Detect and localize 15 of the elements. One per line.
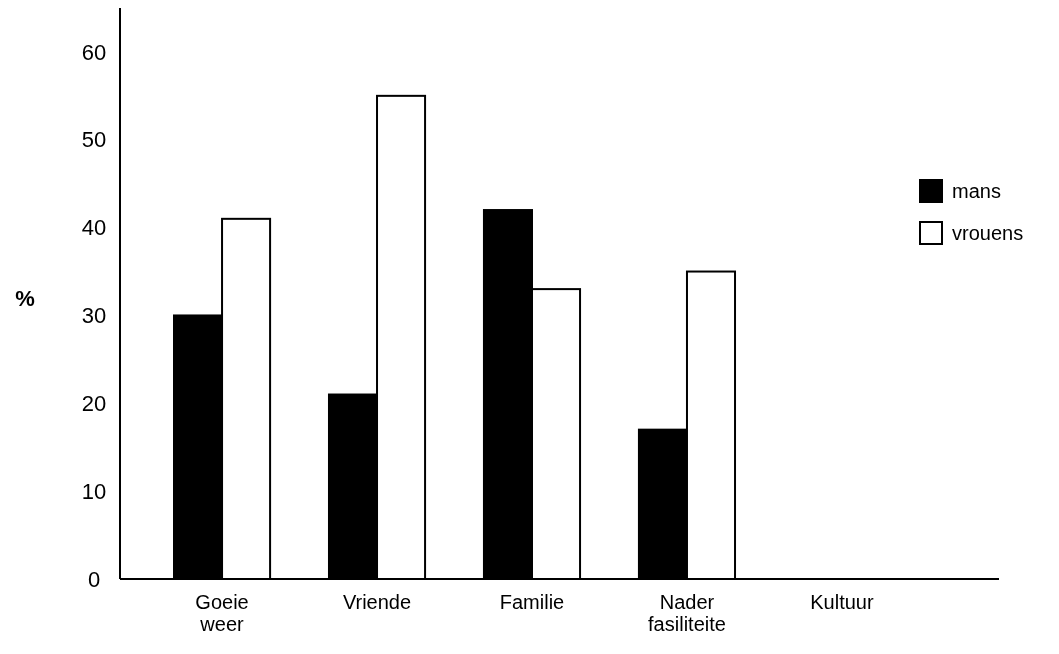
y-tick-label: 50: [81, 127, 107, 153]
x-tick-label: Familie: [499, 591, 565, 613]
x-tick-label: Kultuur: [810, 591, 874, 613]
y-axis-title: %: [15, 285, 35, 311]
x-tick-label: Vriende: [342, 591, 412, 613]
y-tick-label: 0: [87, 566, 101, 592]
y-tick-label: 40: [81, 215, 107, 241]
y-tick-label: 60: [81, 39, 107, 65]
legend-label: mans: [952, 180, 1001, 202]
x-tick-label: Nader fasiliteite: [648, 591, 726, 635]
y-tick-label: 10: [81, 478, 107, 504]
y-tick-label: 20: [81, 391, 107, 417]
legend-label: vrouens: [952, 222, 1024, 244]
y-tick-label: 30: [81, 303, 107, 329]
x-tick-label: Goeie weer: [195, 591, 249, 635]
